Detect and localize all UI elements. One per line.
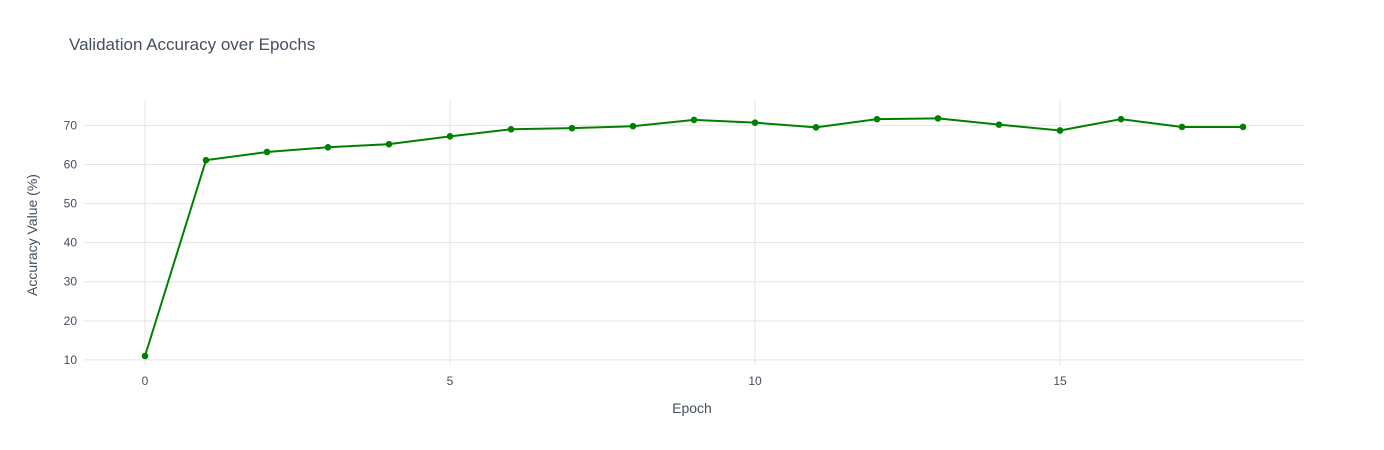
chart-title: Validation Accuracy over Epochs <box>69 35 315 54</box>
y-axis-ticks: 10 20 30 40 50 60 70 <box>64 118 78 367</box>
x-axis-ticks: 0 5 10 15 <box>142 374 1067 388</box>
data-point <box>385 140 393 148</box>
data-point <box>141 352 149 360</box>
data-point <box>995 121 1003 128</box>
data-point <box>507 126 515 133</box>
data-point <box>934 115 942 122</box>
data-point <box>873 115 881 123</box>
data-points <box>141 115 1247 360</box>
data-point <box>202 156 210 164</box>
data-point <box>1117 115 1125 123</box>
y-tick-label: 20 <box>64 314 78 328</box>
data-point <box>629 122 637 130</box>
x-tick-label: 10 <box>748 374 762 388</box>
x-tick-label: 5 <box>447 374 454 388</box>
x-tick-label: 15 <box>1053 374 1067 388</box>
data-point <box>446 133 454 140</box>
x-axis-title: Epoch <box>672 400 712 416</box>
data-point <box>324 143 332 151</box>
y-axis-title: Accuracy Value (%) <box>24 174 40 296</box>
grid <box>84 100 1304 365</box>
y-tick-label: 40 <box>64 236 78 250</box>
data-point <box>812 124 820 131</box>
y-tick-label: 30 <box>64 275 78 289</box>
y-tick-label: 60 <box>64 157 78 171</box>
data-point <box>263 148 271 156</box>
x-tick-label: 0 <box>142 374 149 388</box>
data-point <box>1056 127 1064 134</box>
data-point <box>751 119 759 126</box>
y-tick-label: 70 <box>64 118 78 132</box>
data-point <box>568 124 576 132</box>
y-tick-label: 50 <box>64 197 78 211</box>
data-point <box>690 116 698 124</box>
y-tick-label: 10 <box>64 353 78 367</box>
data-point <box>1178 123 1186 131</box>
data-point <box>1239 123 1247 131</box>
